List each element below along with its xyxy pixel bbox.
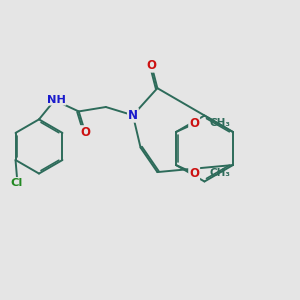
Text: O: O [189, 117, 199, 130]
Text: CH₃: CH₃ [209, 118, 230, 128]
Text: CH₃: CH₃ [209, 168, 230, 178]
Text: N: N [128, 109, 138, 122]
Text: O: O [189, 167, 199, 180]
Text: O: O [146, 59, 157, 72]
Text: O: O [80, 126, 90, 139]
Text: NH: NH [46, 95, 65, 105]
Text: Cl: Cl [11, 178, 23, 188]
